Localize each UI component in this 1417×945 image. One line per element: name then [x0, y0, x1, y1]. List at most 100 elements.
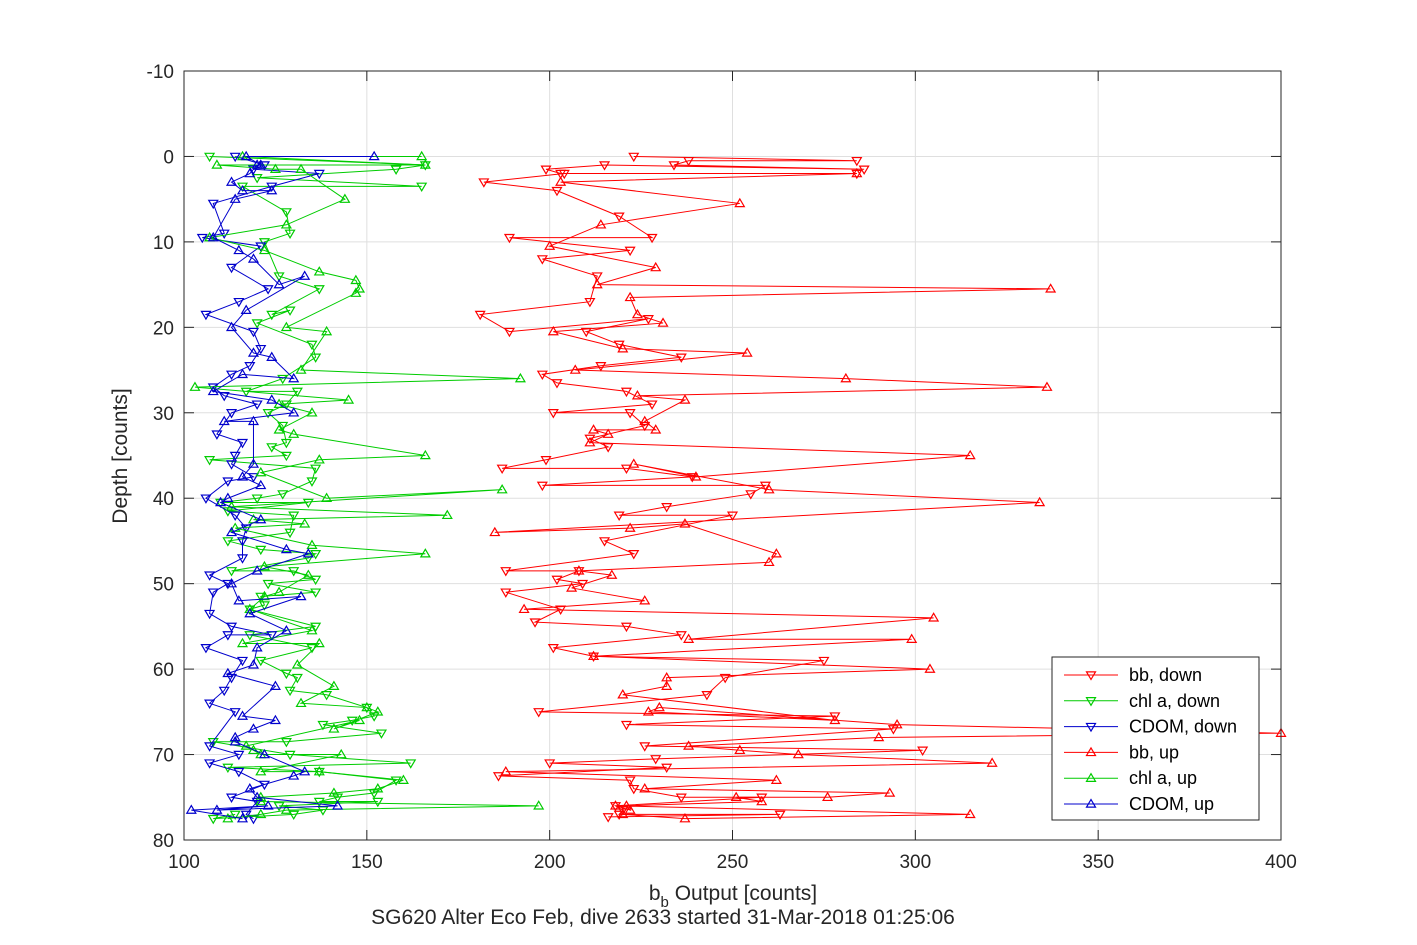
- data-point-cdom-down: [229, 708, 241, 718]
- data-point-bb-up: [1034, 496, 1046, 507]
- data-point-chl-a-up: [280, 219, 292, 229]
- data-point-cdom-up: [225, 176, 238, 186]
- data-point-cdom-up: [269, 680, 281, 690]
- series-bb-down: [474, 152, 929, 823]
- data-point-cdom-up: [251, 565, 263, 575]
- data-point-bb-down: [613, 810, 625, 821]
- y-tick-label: 70: [153, 746, 174, 767]
- data-point-cdom-up: [247, 458, 260, 468]
- data-point-chl-a-down: [372, 797, 384, 808]
- data-point-cdom-up: [233, 595, 245, 605]
- data-point-bb-down: [829, 712, 841, 722]
- data-point-chl-a-down: [302, 554, 314, 564]
- data-point-chl-a-down: [284, 229, 296, 240]
- data-point-chl-a-down: [262, 409, 274, 419]
- data-point-cdom-up: [240, 150, 252, 161]
- data-point-cdom-up: [222, 667, 234, 678]
- data-point-cdom-down: [204, 759, 216, 769]
- data-point-bb-up: [1045, 283, 1057, 293]
- data-point-bb-up: [591, 278, 603, 289]
- data-point-cdom-up: [225, 526, 238, 537]
- data-point-chl-a-up: [372, 783, 384, 793]
- data-point-chl-a-up: [255, 765, 267, 776]
- data-point-bb-up: [690, 471, 702, 481]
- data-point-chl-a-up: [328, 723, 340, 733]
- data-point-bb-down: [500, 588, 512, 598]
- data-point-chl-a-down: [236, 182, 249, 193]
- data-point-cdom-down: [244, 362, 256, 372]
- data-point-bb-down: [474, 310, 486, 321]
- data-point-bb-down: [639, 742, 651, 752]
- data-point-bb-up: [661, 680, 673, 690]
- data-point-bb-down: [613, 340, 625, 351]
- data-point-bb-up: [851, 167, 863, 178]
- data-point-chl-a-down: [244, 631, 256, 641]
- data-point-bb-down: [675, 353, 687, 363]
- x-axis-title: bb Output [counts]: [649, 882, 817, 911]
- data-point-cdom-up: [262, 800, 274, 810]
- data-point-chl-a-down: [229, 810, 241, 821]
- data-point-cdom-up: [247, 253, 260, 263]
- data-point-chl-a-down: [262, 579, 274, 590]
- data-point-cdom-down: [229, 511, 241, 521]
- data-point-chl-a-up: [273, 586, 285, 596]
- data-point-chl-a-up: [419, 449, 431, 460]
- x-tick-label: 350: [1082, 852, 1114, 873]
- data-point-chl-a-down: [266, 443, 278, 453]
- data-point-bb-down: [536, 481, 548, 492]
- data-point-cdom-down: [225, 460, 238, 470]
- data-point-cdom-up: [288, 407, 300, 417]
- data-point-bb-up: [679, 394, 691, 404]
- data-point-bb-up: [829, 714, 841, 725]
- data-point-chl-a-down: [288, 810, 300, 821]
- data-point-bb-down: [719, 673, 731, 684]
- data-point-chl-a-down: [306, 340, 318, 351]
- data-point-bb-up: [624, 291, 636, 302]
- data-point-bb-down: [818, 656, 830, 667]
- data-point-bb-up: [924, 663, 936, 673]
- y-tick-label: 50: [153, 575, 174, 596]
- data-point-chl-a-up: [302, 569, 314, 579]
- data-point-bb-down: [587, 652, 600, 662]
- data-point-cdom-up: [236, 710, 249, 720]
- data-point-chl-a-up: [211, 159, 223, 169]
- data-point-bb-up: [679, 518, 691, 528]
- data-point-cdom-down: [225, 409, 238, 419]
- data-point-chl-a-up: [269, 163, 281, 174]
- data-point-bb-down: [624, 246, 636, 257]
- data-point-chl-a-down: [280, 400, 292, 410]
- data-point-bb-up: [624, 804, 636, 814]
- data-point-chl-a-down: [204, 456, 216, 466]
- data-point-bb-down: [624, 409, 636, 419]
- y-tick-label: 60: [153, 660, 174, 681]
- data-point-bb-up: [639, 595, 651, 605]
- data-point-chl-a-down: [277, 374, 289, 385]
- data-point-chl-a-up: [339, 193, 351, 203]
- data-point-bb-up: [650, 261, 662, 272]
- data-point-bb-up: [628, 458, 640, 468]
- data-point-chl-a-up: [419, 548, 431, 558]
- data-point-cdom-up: [240, 304, 252, 314]
- data-point-bb-down: [584, 297, 596, 308]
- data-point-bb-down: [661, 503, 673, 513]
- data-point-bb-up: [756, 795, 768, 806]
- data-point-cdom-up: [244, 607, 256, 618]
- data-point-cdom-down: [200, 643, 212, 654]
- data-point-chl-a-down: [204, 152, 216, 163]
- data-point-cdom-up: [229, 736, 241, 746]
- data-point-bb-down: [547, 409, 559, 419]
- data-point-chl-a-down: [280, 737, 292, 748]
- data-point-chl-a-up: [328, 787, 340, 797]
- data-point-cdom-up: [299, 270, 311, 280]
- data-point-bb-up: [650, 424, 662, 434]
- data-point-cdom-down: [204, 742, 216, 752]
- data-point-bb-down: [756, 793, 768, 803]
- data-point-cdom-down: [233, 297, 245, 308]
- data-point-bb-down: [478, 178, 490, 188]
- data-point-bb-down: [624, 776, 636, 786]
- data-point-bb-up: [964, 449, 976, 460]
- data-point-cdom-down: [266, 631, 278, 641]
- data-point-cdom-down: [225, 622, 238, 633]
- data-point-bb-down: [580, 327, 592, 338]
